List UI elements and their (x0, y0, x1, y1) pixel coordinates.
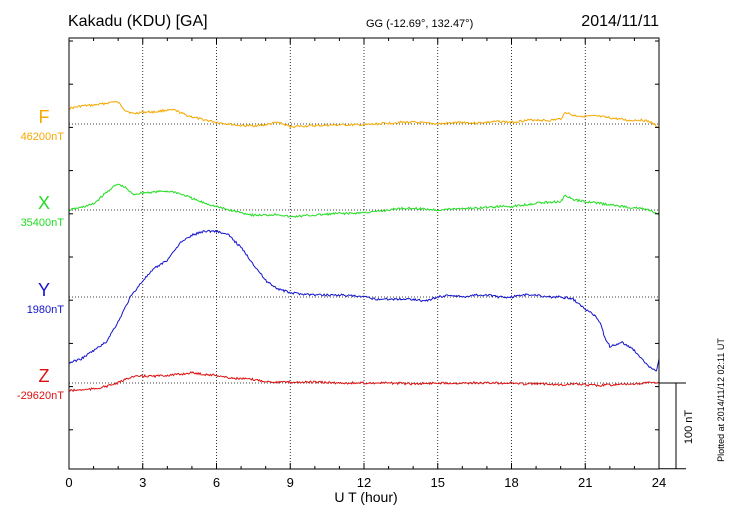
series-name-z: Z (39, 366, 50, 386)
scale-bar-label: 100 nT (683, 410, 695, 445)
series-name-y: Y (38, 280, 50, 300)
axis-ticks (68, 38, 686, 470)
series-line-y (68, 229, 660, 372)
series-name-x: X (38, 193, 50, 213)
traces (68, 101, 660, 393)
grid-lines (69, 38, 659, 469)
x-tick-label: 18 (504, 475, 518, 490)
coordinates-label: GG (-12.69°, 132.47°) (366, 18, 473, 30)
x-tick-label: 6 (213, 475, 220, 490)
x-tick-label: 9 (287, 475, 294, 490)
x-tick-label: 24 (652, 475, 666, 490)
x-axis-title: U T (hour) (334, 489, 397, 505)
x-tick-label: 0 (65, 475, 72, 490)
x-tick-label: 21 (578, 475, 592, 490)
series-line-z (68, 371, 660, 393)
series-name-f: F (39, 107, 50, 127)
baseline-label-x: 35400nT (21, 217, 65, 229)
date-label: 2014/11/11 (581, 13, 659, 30)
baseline-label-z: -29620nT (17, 390, 64, 402)
x-tick-label: 12 (357, 475, 371, 490)
baseline-label-f: 46200nT (21, 131, 65, 143)
x-tick-label: 3 (139, 475, 146, 490)
plotted-at-note: Plotted at 2014/11/12 02:11 UT (716, 338, 726, 462)
series-line-x (68, 183, 660, 218)
labels: 0 3 6 9 12 15 18 21 24 F 46200nT X 35400nT Y 1980nT Z -2… (17, 107, 666, 490)
station-title: Kakadu (KDU) [GA] (68, 13, 208, 30)
baseline-label-y: 1980nT (27, 304, 65, 316)
series-line-f (68, 101, 659, 129)
x-tick-label: 15 (431, 475, 445, 490)
